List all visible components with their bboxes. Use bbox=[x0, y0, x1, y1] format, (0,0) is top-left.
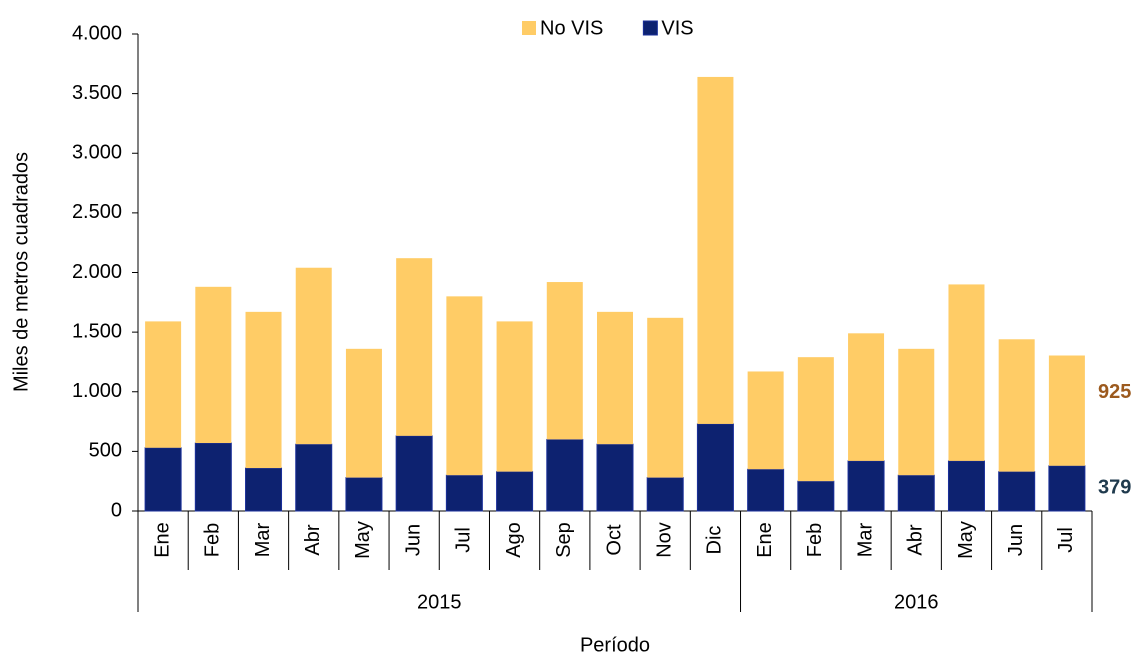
bar-segment bbox=[145, 321, 182, 448]
y-tick-label: 1.000 bbox=[72, 380, 122, 402]
bar-segment bbox=[295, 267, 332, 445]
bar-segment bbox=[546, 282, 583, 440]
bar-segment bbox=[848, 333, 885, 461]
y-axis-title: Miles de metros cuadrados bbox=[10, 152, 32, 392]
bar-segment bbox=[1048, 355, 1085, 466]
y-tick-label: 4.000 bbox=[72, 22, 122, 44]
bar-segment bbox=[194, 442, 232, 512]
y-tick-label: 2.000 bbox=[72, 261, 122, 283]
data-label: 379 bbox=[1098, 477, 1131, 499]
bar-segment bbox=[396, 258, 433, 436]
bar-segment bbox=[797, 357, 834, 482]
bar-segment bbox=[195, 286, 232, 444]
x-tick-label: Ene bbox=[151, 522, 173, 558]
y-tick-label: 2.500 bbox=[72, 201, 122, 223]
x-tick-label: Abr bbox=[302, 524, 324, 555]
legend-label: No VIS bbox=[540, 17, 603, 39]
x-axis-title: Período bbox=[580, 634, 650, 656]
bar-segment bbox=[647, 317, 684, 478]
bar-segment bbox=[395, 435, 433, 512]
legend-swatch bbox=[522, 21, 536, 35]
bar-segment bbox=[144, 447, 182, 512]
bar-segment bbox=[245, 467, 283, 512]
y-tick-label: 3.500 bbox=[72, 82, 122, 104]
x-tick-label: Feb bbox=[202, 523, 224, 557]
bar-segment bbox=[747, 371, 784, 470]
x-tick-label: Mar bbox=[854, 522, 876, 557]
bar-segment bbox=[446, 296, 483, 476]
data-label: 925 bbox=[1098, 381, 1131, 403]
x-tick-label: Ene bbox=[754, 522, 776, 558]
x-tick-label: Dic bbox=[704, 526, 726, 555]
x-tick-label: Ago bbox=[503, 522, 525, 558]
bar-segment bbox=[596, 443, 634, 512]
x-tick-label: Jun bbox=[402, 524, 424, 556]
y-tick-label: 3.000 bbox=[72, 142, 122, 164]
bar-segment bbox=[747, 468, 785, 512]
x-tick-label: Jun bbox=[1005, 524, 1027, 556]
x-tick-label: Sep bbox=[553, 522, 575, 558]
bar-segment bbox=[496, 321, 533, 472]
bar-segment bbox=[646, 477, 684, 512]
group-label: 2015 bbox=[417, 591, 462, 613]
bar-segment bbox=[445, 474, 483, 512]
bar-segment bbox=[797, 480, 835, 512]
bar-segment bbox=[1048, 465, 1086, 512]
x-tick-label: May bbox=[352, 521, 374, 559]
y-tick-label: 500 bbox=[89, 440, 122, 462]
group-label: 2016 bbox=[894, 591, 939, 613]
bar-segment bbox=[998, 339, 1035, 472]
legend-swatch bbox=[642, 20, 658, 36]
bar-segment bbox=[898, 348, 935, 476]
x-tick-label: Jul bbox=[453, 527, 475, 553]
bar-segment bbox=[345, 477, 383, 512]
bar-segment bbox=[546, 438, 584, 512]
bar-segment bbox=[847, 460, 885, 512]
x-tick-label: Feb bbox=[804, 523, 826, 557]
bar-segment bbox=[948, 284, 985, 461]
y-tick-label: 0 bbox=[111, 499, 122, 521]
x-tick-label: May bbox=[955, 521, 977, 559]
bar-segment bbox=[696, 423, 734, 512]
x-tick-label: Oct bbox=[603, 524, 625, 556]
bar-segment bbox=[897, 474, 935, 512]
bar-segment bbox=[295, 443, 333, 512]
x-tick-label: Mar bbox=[252, 522, 274, 557]
bar-segment bbox=[597, 311, 633, 445]
x-tick-label: Abr bbox=[905, 524, 927, 555]
bar-segment bbox=[947, 460, 985, 512]
bar-segment bbox=[998, 471, 1036, 512]
bar-segment bbox=[245, 311, 282, 469]
bar-segment bbox=[496, 471, 534, 512]
x-tick-label: Jul bbox=[1055, 527, 1077, 553]
x-tick-label: Nov bbox=[653, 522, 675, 558]
y-tick-label: 1.500 bbox=[72, 320, 122, 342]
bar-segment bbox=[697, 76, 734, 424]
legend-label: VIS bbox=[661, 17, 693, 39]
bar-segment bbox=[345, 348, 382, 478]
